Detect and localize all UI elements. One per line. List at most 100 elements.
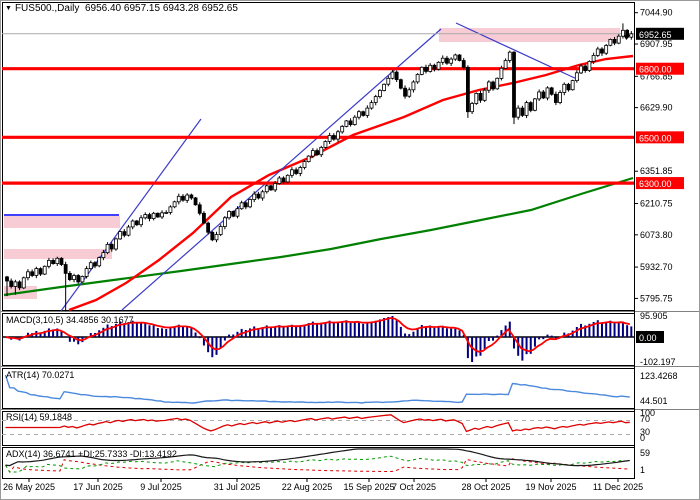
- price-axis-label: 6629.90: [640, 103, 673, 113]
- price-axis-label: 6766.85: [640, 71, 673, 81]
- candle-up: [382, 83, 387, 91]
- candle-up: [495, 77, 500, 90]
- candle-down: [553, 93, 558, 103]
- candle-up: [604, 45, 609, 54]
- macd-scale-label: 95.905: [640, 311, 668, 321]
- candle-down: [202, 212, 206, 224]
- candle-up: [595, 48, 600, 56]
- candle-up: [533, 98, 537, 111]
- candle-up: [449, 58, 454, 64]
- candle-up: [486, 81, 491, 91]
- candle-up: [587, 61, 592, 71]
- macd-zero-label: 0.00: [639, 333, 657, 343]
- candle-down: [566, 83, 571, 91]
- candle-up: [327, 135, 332, 142]
- candle-down: [331, 135, 336, 140]
- candle-down: [612, 39, 617, 44]
- adx-line: [5, 448, 630, 467]
- candle-up: [235, 208, 240, 217]
- candle-up: [302, 161, 307, 168]
- candle-down: [67, 272, 72, 280]
- candle-up: [101, 252, 106, 259]
- candle-up: [482, 89, 487, 101]
- candle-down: [432, 64, 437, 70]
- candle-up: [562, 83, 567, 93]
- candle-down: [51, 259, 55, 264]
- candle-up: [474, 93, 479, 104]
- candle-down: [30, 271, 35, 276]
- candle-up: [97, 257, 102, 267]
- date-axis-label: 15 Sep 2025: [343, 482, 394, 492]
- price-zone-rectangle[interactable]: [4, 249, 112, 259]
- candle-up: [591, 55, 596, 62]
- candle-down: [155, 212, 160, 218]
- price-axis-label: 6907.95: [640, 39, 673, 49]
- candle-down: [256, 193, 261, 199]
- candle-up: [411, 81, 416, 91]
- candle-up: [118, 231, 123, 240]
- candle-down: [181, 195, 185, 201]
- price-zone-rectangle[interactable]: [4, 216, 120, 228]
- candle-up: [176, 195, 181, 203]
- candle-up: [470, 103, 474, 113]
- price-axis-box-label: 6952.65: [639, 30, 672, 40]
- candle-down: [348, 120, 353, 126]
- candle-up: [503, 60, 508, 69]
- candle-up: [222, 217, 227, 227]
- candle-up: [516, 107, 521, 118]
- candle-up: [390, 71, 395, 79]
- candle-up: [373, 96, 378, 103]
- candle-up: [80, 275, 85, 283]
- candle-up: [273, 183, 278, 191]
- candle-up: [227, 210, 231, 219]
- candle-up: [407, 89, 412, 97]
- candle-up: [570, 80, 575, 91]
- candle-down: [361, 111, 366, 116]
- date-axis-label: 28 Oct 2025: [461, 482, 510, 492]
- candle-down: [63, 264, 68, 274]
- candle-up: [499, 67, 504, 79]
- date-axis-label: 19 Nov 2025: [525, 482, 576, 492]
- candle-down: [457, 54, 462, 61]
- candle-up: [323, 141, 328, 148]
- rsi-panel-frame: [2, 411, 635, 446]
- date-axis-label: 9 Jul 2025: [140, 482, 182, 492]
- candle-up: [524, 102, 529, 116]
- candle-up: [239, 202, 244, 210]
- candle-up: [260, 191, 265, 199]
- price-axis-box-label: 6500.00: [639, 133, 672, 143]
- candle-up: [453, 54, 458, 60]
- candle-up: [88, 262, 93, 270]
- candle-down: [491, 81, 495, 90]
- date-axis-label: 31 Jul 2025: [214, 482, 261, 492]
- candle-up: [26, 271, 30, 279]
- candle-up: [21, 277, 26, 289]
- price-zone-rectangle[interactable]: [439, 28, 620, 42]
- macd-panel-frame: [2, 313, 635, 366]
- slow-ma-line-green: [3, 176, 634, 297]
- trendline[interactable]: [60, 118, 202, 312]
- candle-up: [415, 74, 420, 83]
- candle-up: [440, 57, 445, 63]
- candle-up: [378, 90, 382, 98]
- macd-zero-box: [636, 331, 664, 343]
- candle-down: [17, 281, 22, 289]
- candle-down: [231, 210, 236, 217]
- candle-down: [206, 222, 211, 233]
- rsi-line: [5, 414, 630, 433]
- candle-up: [42, 265, 47, 275]
- date-axis-label: 11 Dec 2025: [593, 482, 643, 492]
- candle-up: [310, 150, 315, 157]
- candle-down: [59, 257, 64, 265]
- candle-down: [398, 79, 403, 89]
- candle-up: [168, 206, 173, 213]
- candle-down: [424, 66, 428, 72]
- adx-panel-frame: [2, 447, 635, 479]
- price-axis-box: [636, 27, 684, 40]
- candle-down: [394, 71, 399, 80]
- main-panel-frame: [2, 2, 635, 311]
- trendline[interactable]: [455, 22, 580, 81]
- candle-down: [541, 91, 546, 99]
- candle-up: [352, 116, 357, 125]
